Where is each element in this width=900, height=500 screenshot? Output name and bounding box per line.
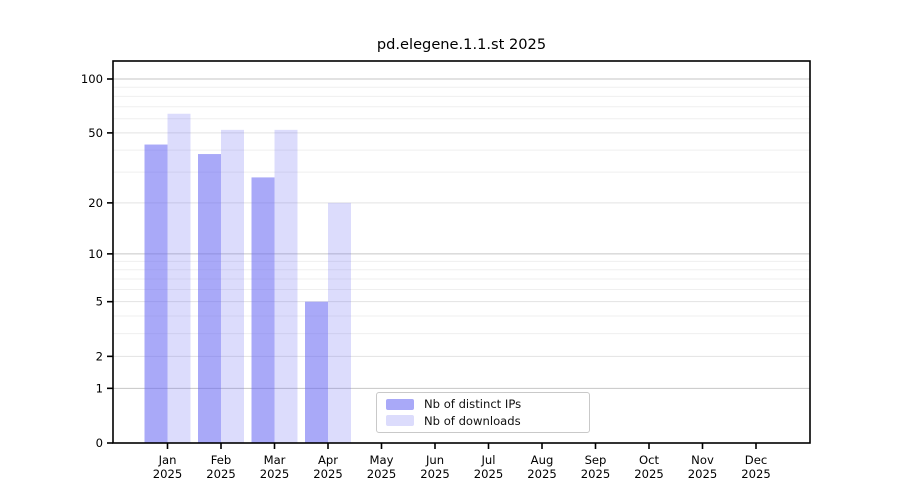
x-tick-label-year-jan: 2025 xyxy=(153,467,183,481)
x-tick-label-month-apr: Apr xyxy=(318,453,338,467)
legend: Nb of distinct IPs Nb of downloads xyxy=(376,392,590,433)
bar-nb-of-downloads-jan xyxy=(167,113,191,443)
x-tick-label-year-nov: 2025 xyxy=(688,467,718,481)
x-tick-label-year-apr: 2025 xyxy=(313,467,343,481)
x-tick-label-month-oct: Oct xyxy=(639,453,659,467)
x-tick-label-month-dec: Dec xyxy=(745,453,767,467)
x-tick-label-year-dec: 2025 xyxy=(741,467,771,481)
x-tick-label-month-feb: Feb xyxy=(211,453,232,467)
x-tick-label-month-mar: Mar xyxy=(264,453,286,467)
legend-swatch-distinct-ips xyxy=(386,398,414,410)
x-tick-label-year-sep: 2025 xyxy=(581,467,611,481)
x-tick-label-month-jun: Jun xyxy=(425,453,444,467)
y-tick-label-100: 100 xyxy=(81,72,103,86)
x-tick-label-year-jun: 2025 xyxy=(420,467,450,481)
x-tick-label-year-jul: 2025 xyxy=(474,467,504,481)
legend-label-downloads: Nb of downloads xyxy=(424,413,521,428)
y-tick-label-1: 1 xyxy=(96,381,103,395)
bar-nb-of-distinct-ips-jan xyxy=(144,144,168,443)
legend-swatch-downloads xyxy=(386,415,414,427)
bar-nb-of-distinct-ips-mar xyxy=(251,177,275,443)
x-tick-label-month-jan: Jan xyxy=(158,453,177,467)
bar-nb-of-downloads-feb xyxy=(221,129,244,443)
y-tick-label-50: 50 xyxy=(88,126,103,140)
x-tick-label-year-oct: 2025 xyxy=(634,467,664,481)
y-tick-label-20: 20 xyxy=(88,196,103,210)
y-tick-label-0: 0 xyxy=(96,436,103,450)
legend-item-distinct-ips: Nb of distinct IPs xyxy=(386,397,580,411)
y-tick-label-10: 10 xyxy=(88,247,103,261)
bar-nb-of-downloads-mar xyxy=(274,129,298,443)
axes-border xyxy=(112,60,811,444)
x-tick-label-year-mar: 2025 xyxy=(260,467,290,481)
x-tick-label-year-aug: 2025 xyxy=(527,467,557,481)
x-tick-label-month-aug: Aug xyxy=(531,453,554,467)
x-tick-label-month-jul: Jul xyxy=(481,453,496,467)
y-tick-label-2: 2 xyxy=(96,349,103,363)
x-tick-label-year-may: 2025 xyxy=(367,467,397,481)
x-tick-label-month-nov: Nov xyxy=(691,453,714,467)
chart-title: pd.elegene.1.1.st 2025 xyxy=(376,36,547,53)
bar-nb-of-downloads-apr xyxy=(328,202,351,443)
x-tick-label-year-feb: 2025 xyxy=(206,467,236,481)
y-tick-label-5: 5 xyxy=(96,295,103,309)
x-tick-label-month-sep: Sep xyxy=(585,453,607,467)
bar-nb-of-distinct-ips-apr xyxy=(305,301,328,443)
legend-label-distinct-ips: Nb of distinct IPs xyxy=(424,397,522,412)
bar-nb-of-distinct-ips-feb xyxy=(198,154,221,443)
x-tick-label-month-may: May xyxy=(370,453,394,467)
legend-item-downloads: Nb of downloads xyxy=(386,414,580,428)
